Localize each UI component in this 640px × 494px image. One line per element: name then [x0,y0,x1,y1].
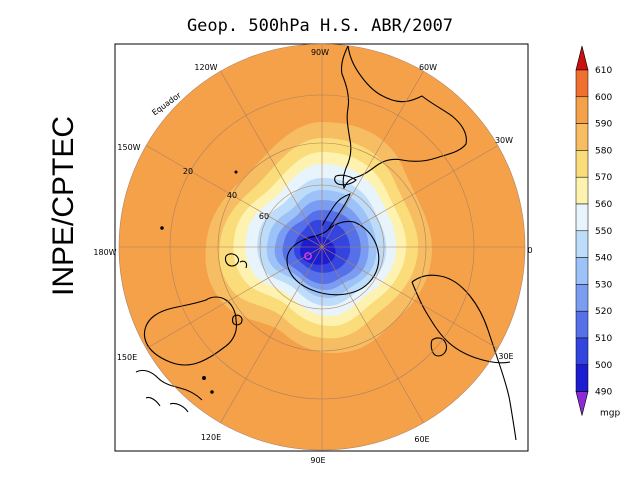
colorbar-swatch [575,310,589,339]
longitude-labels: 90W 120W 60W 150W 30W 180W 0 150E 30E 12… [93,48,532,465]
island-dot [234,170,238,174]
colorbar-bottom-arrow [575,391,589,416]
lat-label-20: 20 [183,167,193,176]
lon-label-180w: 180W [93,248,116,257]
colorbar-top-arrow [575,45,589,71]
colorbar-swatch [575,337,589,366]
map-title: Geop. 500hPa H.S. ABR/2007 [187,16,453,36]
colorbar-level-label: 500 [595,361,612,371]
colorbar-level-label: 510 [595,334,612,344]
lon-label-90w: 90W [311,48,329,57]
colorbar-swatch [575,257,589,285]
coast-antarctic-peninsula [321,193,351,231]
colorbar-swatch [575,230,589,258]
island-dot [160,226,164,230]
graticule [118,43,526,451]
colorbar-level-label: 600 [595,93,612,103]
lon-label-30w: 30W [495,136,513,145]
low-center-marker [304,252,312,260]
colorbar-level-label: 520 [595,307,612,317]
coast-africa [411,274,517,441]
colorbar-unit-label: mgp [600,409,620,419]
lon-label-90e: 90E [310,456,325,465]
institution-label: INPE/CPTEC [47,116,80,296]
island-dot [202,376,206,380]
colorbar-swatch [575,123,589,151]
colorbar-level-label: 540 [595,254,612,264]
colorbar-swatch [575,96,589,124]
lat-label-40: 40 [227,191,237,200]
lon-label-0: 0 [527,246,532,255]
lon-label-60e: 60E [414,435,429,444]
coast-tasmania [231,314,243,326]
colorbar-level-label: 580 [595,146,612,156]
colorbar-level-label: 530 [595,280,612,290]
colorbar-swatch [575,69,589,98]
colorbar-level-label: 490 [595,388,612,398]
band-480 [300,235,336,265]
coast-antarctica [286,220,380,296]
lon-label-120w: 120W [194,63,217,72]
coast-madagascar [430,337,448,357]
colorbar-level-label: 560 [595,200,612,210]
colorbar-swatch [575,203,589,232]
colorbar-swatch [575,284,589,312]
lon-label-60w: 60W [419,63,437,72]
colorbar-level-label: 590 [595,120,612,130]
coast-indonesia [135,369,203,413]
coast-australia [143,296,238,366]
colorbar-swatch [575,176,589,205]
meridian-150w-30e [146,145,498,349]
latitude-labels: 20 40 60 [183,167,269,221]
coast-south-america [340,45,467,190]
lon-label-150w: 150W [117,143,140,152]
coast-tierra-del-fuego [334,174,357,186]
coast-new-zealand [224,253,248,269]
lat-label-60: 60 [259,212,269,221]
colorbar-swatch [575,364,589,392]
lon-label-30e: 30E [498,352,513,361]
island-dot [210,390,214,394]
colorbar: 610 600 590 580 570 560 550 540 530 520 510 500 490 m… [575,45,620,419]
colorbar-level-label: 570 [595,173,612,183]
colorbar-level-label: 550 [595,227,612,237]
colorbar-level-label: 610 [595,66,612,76]
coastlines [135,45,517,441]
lon-label-150e: 150E [117,353,137,362]
colorbar-swatch [575,150,589,178]
lon-label-120e: 120E [201,433,221,442]
